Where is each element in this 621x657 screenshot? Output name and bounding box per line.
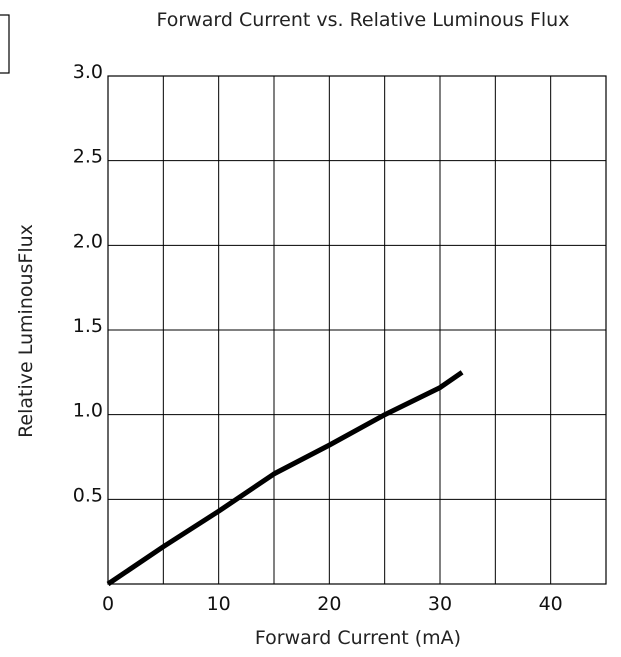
axis-tick-labels: 0 10 20 30 40 0.5 1.0 1.5 2.0 2.5 3.0 [73, 61, 563, 615]
y-axis-label: Relative LuminousFlux [15, 224, 37, 438]
x-tick-label: 10 [207, 593, 231, 615]
y-tick-label: 2.0 [73, 230, 103, 252]
x-tick-label: 40 [539, 593, 563, 615]
y-tick-label: 3.0 [73, 61, 103, 83]
x-tick-label: 30 [428, 593, 452, 615]
x-tick-label: 20 [317, 593, 341, 615]
y-tick-label: 1.5 [73, 315, 103, 337]
y-tick-label: 2.5 [73, 146, 103, 168]
chart-title: Forward Current vs. Relative Luminous Fl… [157, 9, 570, 31]
x-tick-label: 0 [102, 593, 114, 615]
grid-lines [108, 76, 606, 584]
x-axis-label: Forward Current (mA) [255, 627, 461, 649]
series-line [106, 370, 464, 587]
y-tick-label: 0.5 [73, 484, 103, 506]
plot-area-frame [107, 75, 607, 585]
y-tick-label: 1.0 [73, 400, 103, 422]
legend-box-fragment [0, 14, 10, 74]
